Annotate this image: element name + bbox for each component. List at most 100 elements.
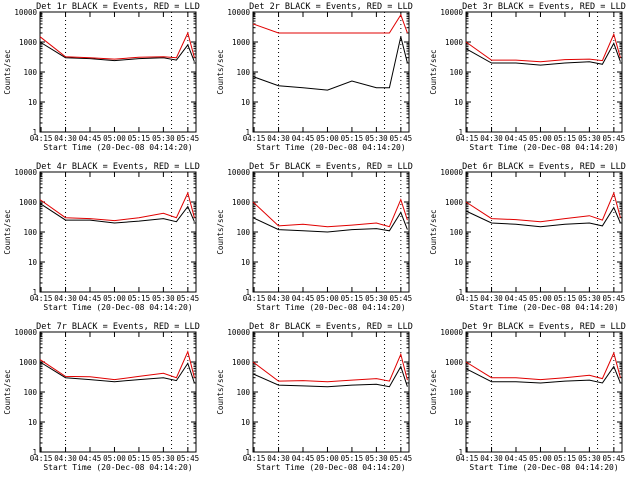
events-line <box>39 361 195 384</box>
x-tick-label: 04:45 <box>292 454 315 463</box>
events-line <box>39 41 195 62</box>
y-tick-label: 10000 <box>227 168 250 177</box>
x-tick-label: 04:45 <box>505 454 528 463</box>
x-tick-label: 04:15 <box>243 294 266 303</box>
events-line <box>465 42 621 66</box>
x-tick-label: 05:45 <box>390 294 413 303</box>
detector-panel: Det 2r BLACK = Events, RED = LLD 1 10 100 10… <box>216 2 413 152</box>
y-tick-label: 1 <box>458 288 463 297</box>
x-tick-label: 05:45 <box>177 134 200 143</box>
x-axis-label: Start Time (20-Dec-08 04:14:20) <box>469 143 618 152</box>
y-tick-label: 1 <box>32 128 37 137</box>
x-axis-label: Start Time (20-Dec-08 04:14:20) <box>469 303 618 312</box>
x-tick-label: 05:00 <box>103 454 126 463</box>
plot-frame <box>252 11 410 133</box>
y-axis-label: Counts/sec <box>216 369 225 414</box>
y-tick-label: 1000 <box>232 358 251 367</box>
y-tick-label: 10000 <box>440 8 463 17</box>
x-tick-label: 05:30 <box>152 294 175 303</box>
panel-title: Det 2r BLACK = Events, RED = LLD <box>249 2 413 12</box>
y-tick-label: 10 <box>454 258 464 267</box>
y-tick-label: 10 <box>241 258 251 267</box>
detector-panel: Det 8r BLACK = Events, RED = LLD 1 10 100 10… <box>216 322 413 472</box>
panel-title: Det 7r BLACK = Events, RED = LLD <box>36 322 200 332</box>
y-axis-label: Counts/sec <box>3 209 12 254</box>
x-tick-label: 05:30 <box>365 294 388 303</box>
lld-line <box>39 191 195 222</box>
y-tick-label: 1000 <box>445 198 464 207</box>
y-tick-label: 100 <box>236 68 250 77</box>
lld-line <box>39 31 195 60</box>
x-tick-label: 04:15 <box>30 294 53 303</box>
panel-title: Det 6r BLACK = Events, RED = LLD <box>462 162 626 172</box>
y-tick-label: 1000 <box>232 198 251 207</box>
y-tick-label: 1 <box>245 448 250 457</box>
x-tick-label: 04:15 <box>456 454 479 463</box>
panel-title: Det 1r BLACK = Events, RED = LLD <box>36 2 200 12</box>
y-tick-label: 1 <box>245 288 250 297</box>
x-tick-label: 04:15 <box>30 454 53 463</box>
x-tick-label: 05:15 <box>554 294 577 303</box>
x-tick-label: 05:30 <box>365 134 388 143</box>
x-tick-label: 04:30 <box>480 134 503 143</box>
x-tick-label: 05:45 <box>390 134 413 143</box>
detector-panel: Det 6r BLACK = Events, RED = LLD 1 10 100 10… <box>429 162 626 312</box>
y-tick-label: 10000 <box>14 328 37 337</box>
x-tick-label: 04:15 <box>243 134 266 143</box>
events-line <box>465 365 621 384</box>
x-tick-label: 05:45 <box>390 454 413 463</box>
events-line <box>39 202 195 224</box>
panel-title: Det 5r BLACK = Events, RED = LLD <box>249 162 413 172</box>
y-axis-label: Counts/sec <box>429 49 438 94</box>
x-tick-label: 05:30 <box>578 454 601 463</box>
y-axis-label: Counts/sec <box>3 369 12 414</box>
plot-frame <box>465 11 623 133</box>
y-tick-label: 100 <box>236 228 250 237</box>
y-tick-label: 1000 <box>445 38 464 47</box>
x-tick-label: 04:45 <box>79 294 102 303</box>
y-axis-label: Counts/sec <box>429 369 438 414</box>
x-tick-label: 05:45 <box>177 294 200 303</box>
y-tick-label: 10 <box>241 98 251 107</box>
x-axis-label: Start Time (20-Dec-08 04:14:20) <box>43 143 192 152</box>
x-tick-label: 04:30 <box>480 454 503 463</box>
y-tick-label: 10 <box>28 418 38 427</box>
detector-panel: Det 9r BLACK = Events, RED = LLD 1 10 100 10… <box>429 322 626 472</box>
events-line <box>252 365 408 388</box>
events-line <box>252 211 408 233</box>
x-tick-label: 05:00 <box>316 294 339 303</box>
x-tick-label: 05:15 <box>128 294 151 303</box>
y-tick-label: 100 <box>449 228 463 237</box>
y-axis-label: Counts/sec <box>429 209 438 254</box>
y-axis-label: Counts/sec <box>216 209 225 254</box>
x-tick-label: 05:00 <box>103 134 126 143</box>
x-axis-label: Start Time (20-Dec-08 04:14:20) <box>43 463 192 472</box>
x-tick-label: 05:00 <box>316 134 339 143</box>
plot-frame <box>465 171 623 293</box>
y-tick-label: 10 <box>241 418 251 427</box>
x-tick-label: 05:30 <box>365 454 388 463</box>
y-tick-label: 10000 <box>440 168 463 177</box>
y-tick-label: 100 <box>23 228 37 237</box>
y-tick-label: 1 <box>458 128 463 137</box>
x-tick-label: 05:45 <box>603 294 626 303</box>
y-axis-label: Counts/sec <box>216 49 225 94</box>
x-tick-label: 04:45 <box>505 294 528 303</box>
y-tick-label: 1 <box>245 128 250 137</box>
y-tick-label: 100 <box>236 388 250 397</box>
x-tick-label: 04:15 <box>30 134 53 143</box>
detector-panel: Det 7r BLACK = Events, RED = LLD 1 10 100 10… <box>3 322 200 472</box>
plot-frame <box>39 11 197 133</box>
x-tick-label: 05:30 <box>578 294 601 303</box>
y-axis-label: Counts/sec <box>3 49 12 94</box>
y-tick-label: 10 <box>28 258 38 267</box>
panel-title: Det 3r BLACK = Events, RED = LLD <box>462 2 626 12</box>
x-axis-label: Start Time (20-Dec-08 04:14:20) <box>43 303 192 312</box>
x-tick-label: 04:45 <box>79 454 102 463</box>
x-tick-label: 05:30 <box>152 134 175 143</box>
x-tick-label: 05:45 <box>603 134 626 143</box>
x-tick-label: 04:45 <box>505 134 528 143</box>
lld-line <box>252 198 408 228</box>
y-tick-label: 10 <box>454 98 464 107</box>
x-tick-label: 05:15 <box>554 134 577 143</box>
